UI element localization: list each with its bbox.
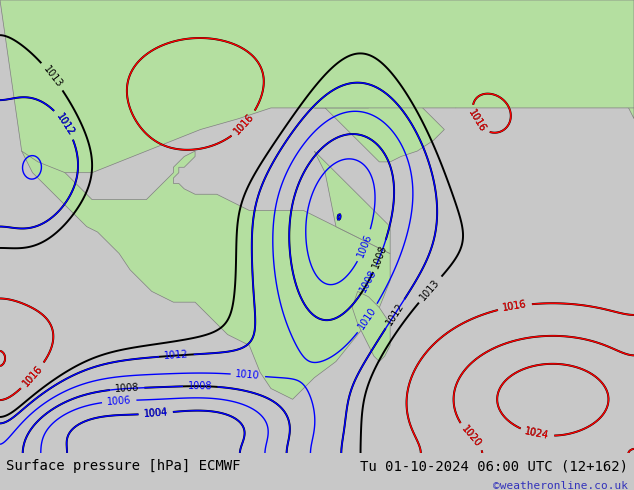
Text: 1006: 1006 [356, 232, 374, 259]
Text: 1020: 1020 [460, 424, 483, 449]
Text: 1010: 1010 [235, 369, 261, 381]
Polygon shape [353, 292, 390, 362]
Polygon shape [314, 86, 444, 162]
Text: 1016: 1016 [21, 364, 45, 389]
Text: 1016: 1016 [233, 112, 256, 137]
Text: 1016: 1016 [21, 364, 45, 389]
Text: Tu 01-10-2024 06:00 UTC (12+162): Tu 01-10-2024 06:00 UTC (12+162) [359, 459, 628, 473]
Text: 1016: 1016 [502, 299, 527, 314]
Polygon shape [22, 140, 390, 399]
Text: 1013: 1013 [41, 64, 64, 89]
Polygon shape [0, 0, 634, 172]
Text: 1006: 1006 [107, 395, 132, 407]
Text: Surface pressure [hPa] ECMWF: Surface pressure [hPa] ECMWF [6, 459, 241, 473]
Text: 1016: 1016 [466, 108, 488, 134]
Text: ©weatheronline.co.uk: ©weatheronline.co.uk [493, 481, 628, 490]
Text: 1012: 1012 [54, 111, 76, 137]
Text: 1004: 1004 [143, 408, 168, 419]
Polygon shape [314, 151, 390, 254]
Text: 1008: 1008 [371, 243, 389, 270]
Text: 1008: 1008 [188, 381, 212, 392]
Text: 1004: 1004 [143, 408, 168, 419]
Text: 1012: 1012 [384, 301, 406, 327]
Text: 1024: 1024 [524, 426, 550, 441]
Polygon shape [455, 0, 634, 119]
Text: 1013: 1013 [418, 277, 442, 302]
Text: 1008: 1008 [358, 268, 379, 294]
Text: 1020: 1020 [460, 424, 483, 449]
Text: 1008: 1008 [115, 383, 139, 394]
Text: 1024: 1024 [524, 426, 550, 441]
Text: 1012: 1012 [164, 350, 189, 361]
Text: 1010: 1010 [357, 305, 378, 331]
Text: 1016: 1016 [502, 299, 527, 314]
Text: 1012: 1012 [54, 111, 76, 137]
Text: 1016: 1016 [466, 108, 488, 134]
Text: 1016: 1016 [233, 112, 256, 137]
